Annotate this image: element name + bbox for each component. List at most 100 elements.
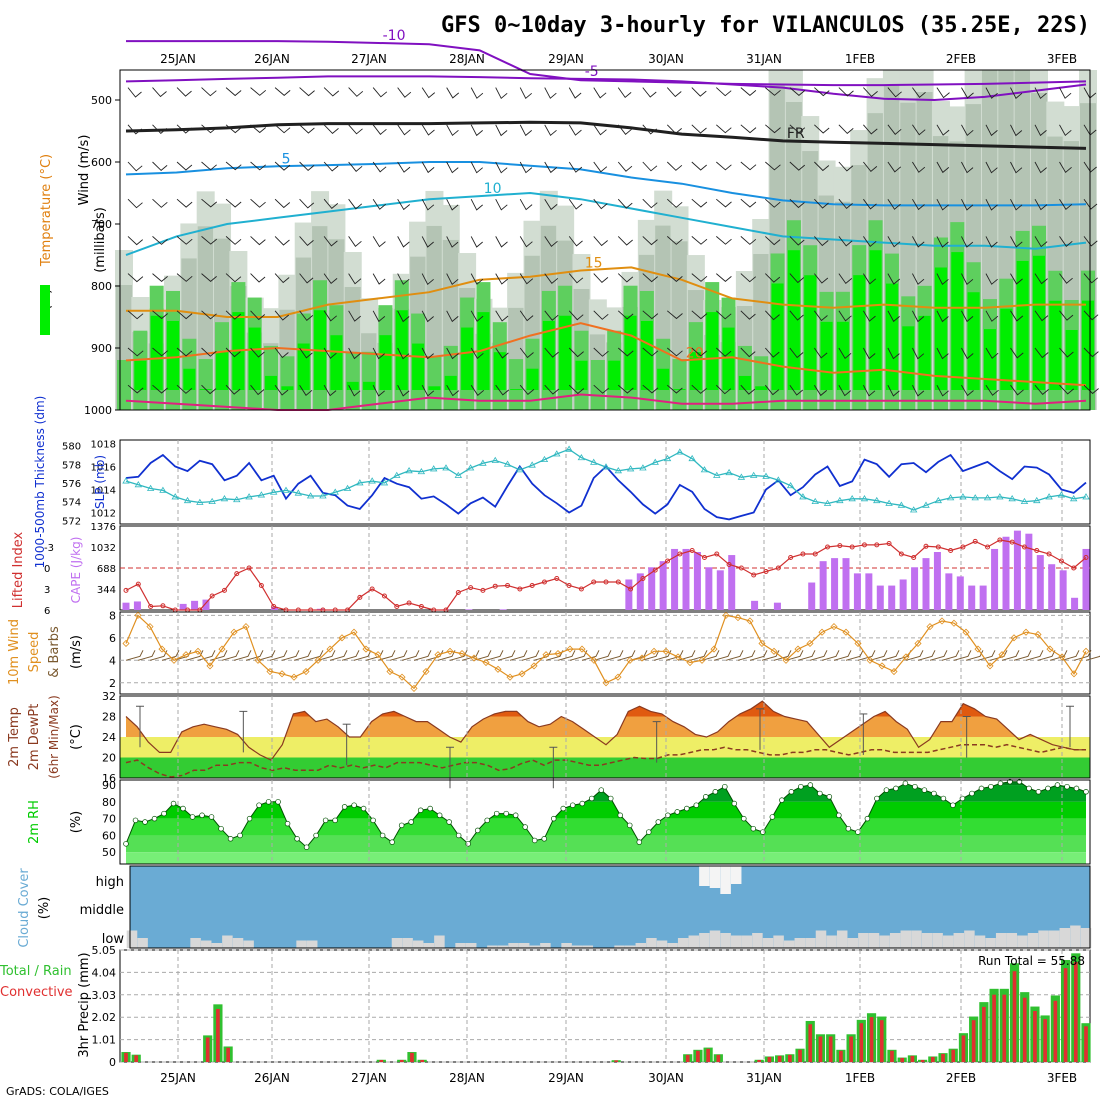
rh-shade bbox=[1017, 261, 1029, 390]
cape-bar bbox=[1060, 570, 1067, 610]
cape-bar bbox=[774, 603, 781, 610]
date-label-top: 25JAN bbox=[160, 52, 196, 66]
cloud-axis-label: Cloud Cover bbox=[17, 868, 32, 948]
precip-conv-bar bbox=[911, 1056, 915, 1062]
rh-point bbox=[162, 811, 167, 816]
cloud-low-bar bbox=[710, 931, 721, 949]
rh-point bbox=[257, 803, 262, 808]
rh-point bbox=[989, 784, 994, 789]
cloud-high-bar bbox=[710, 866, 721, 888]
precip-conv-bar bbox=[696, 1051, 700, 1062]
thickness-tick-label: 578 bbox=[62, 460, 81, 471]
rh-point bbox=[551, 816, 556, 821]
rh-point bbox=[894, 786, 899, 791]
cape-axis-label: CAPE (J/kg) bbox=[69, 537, 83, 604]
rh-shade bbox=[428, 386, 440, 390]
rh-tick-label: 80 bbox=[102, 796, 116, 809]
precip-conv-bar bbox=[686, 1055, 690, 1062]
rh-point bbox=[913, 784, 918, 789]
rh-point bbox=[884, 788, 889, 793]
rh-point bbox=[314, 833, 319, 838]
cape-bar bbox=[808, 583, 815, 610]
cloud-low-bar bbox=[243, 941, 254, 949]
rh-point bbox=[865, 816, 870, 821]
precip-conv-bar bbox=[410, 1053, 414, 1062]
thickness-tick-label: 576 bbox=[62, 479, 81, 490]
precip-frame bbox=[120, 950, 1090, 1062]
precip-conv-bar bbox=[206, 1038, 210, 1062]
rh-shade bbox=[772, 283, 784, 390]
cloud-low-bar bbox=[667, 943, 678, 948]
rh-point bbox=[1027, 786, 1032, 791]
precip-conv-bar bbox=[788, 1055, 792, 1062]
rh-point bbox=[133, 818, 138, 823]
slp-tick-label: 1012 bbox=[91, 508, 116, 519]
isotherm-label: FR bbox=[787, 126, 805, 142]
date-label-bottom: 26JAN bbox=[254, 1071, 290, 1085]
date-label-top: 26JAN bbox=[254, 52, 290, 66]
precip-conv-bar bbox=[226, 1048, 230, 1062]
date-label-top: 28JAN bbox=[449, 52, 485, 66]
precip-conv-bar bbox=[420, 1060, 424, 1062]
cape-bar bbox=[865, 573, 872, 610]
rh-shade bbox=[886, 284, 898, 390]
wind10-axis-label-3: & Barbs bbox=[47, 626, 62, 678]
rh-point bbox=[409, 820, 414, 825]
precip-conv-bar bbox=[962, 1035, 966, 1062]
rh-shade bbox=[1066, 330, 1078, 390]
cloud-low-bar bbox=[519, 943, 530, 948]
cloud-low-bar bbox=[954, 933, 965, 948]
rh-point bbox=[513, 813, 518, 818]
rh-shade bbox=[902, 326, 914, 390]
cloud-high-bar bbox=[699, 866, 710, 886]
precip-conv-bar bbox=[717, 1055, 721, 1062]
precip-conv-bar bbox=[1054, 1001, 1058, 1062]
cloud-low-bar bbox=[222, 936, 233, 949]
cape-bar bbox=[751, 601, 758, 610]
temp-axis-label-2: 2m DewPt bbox=[27, 704, 42, 771]
thickness-point bbox=[123, 478, 129, 483]
cloud-low-bar bbox=[837, 931, 848, 949]
cloud-low-bar bbox=[805, 938, 816, 948]
thickness-line bbox=[126, 449, 1086, 510]
cloud-low-bar bbox=[233, 938, 244, 948]
temp-axis-label-4: (°C) bbox=[69, 724, 84, 750]
cloud-low-bar bbox=[985, 938, 996, 948]
precip-conv-bar bbox=[849, 1036, 853, 1062]
cloud-low-bar bbox=[137, 938, 148, 948]
date-label-bottom: 25JAN bbox=[160, 1071, 196, 1085]
cloud-low-bar bbox=[561, 943, 572, 948]
precip-conv-bar bbox=[819, 1036, 823, 1062]
pressure-tick-label: 900 bbox=[91, 342, 112, 355]
rh-shade bbox=[249, 328, 261, 390]
cape-bar bbox=[923, 558, 930, 610]
cloud-low-bar bbox=[296, 941, 307, 949]
rh-point bbox=[181, 806, 186, 811]
rh-point bbox=[190, 815, 195, 820]
rh-point bbox=[285, 821, 290, 826]
wind10-axis-label-2: Speed bbox=[27, 632, 42, 673]
slp-axis-label: SLP (mb) bbox=[93, 455, 107, 509]
cloud-low-bar bbox=[795, 938, 806, 948]
rh-point bbox=[276, 799, 281, 804]
rh-point bbox=[589, 796, 594, 801]
rh-point bbox=[152, 816, 157, 821]
li-tick-label: 0 bbox=[44, 564, 50, 575]
rh-point bbox=[836, 813, 841, 818]
cape-bar bbox=[900, 579, 907, 610]
precip-conv-bar bbox=[992, 995, 996, 1062]
rh-point bbox=[124, 841, 129, 846]
cape-bar bbox=[683, 549, 690, 610]
rh-shade bbox=[837, 322, 849, 390]
rh-shade bbox=[821, 322, 833, 390]
wind10-axis-label-1: 10m Wind bbox=[7, 619, 22, 685]
rh-shade bbox=[510, 389, 522, 390]
rh-point bbox=[399, 823, 404, 828]
rh-shade bbox=[1033, 256, 1045, 390]
rh-point bbox=[447, 820, 452, 825]
cloud-low-bar bbox=[911, 931, 922, 949]
rh-point bbox=[684, 806, 689, 811]
rh-point bbox=[827, 794, 832, 799]
rh2m-unit-label: (%) bbox=[69, 811, 84, 834]
cloud-low-bar bbox=[742, 936, 753, 949]
